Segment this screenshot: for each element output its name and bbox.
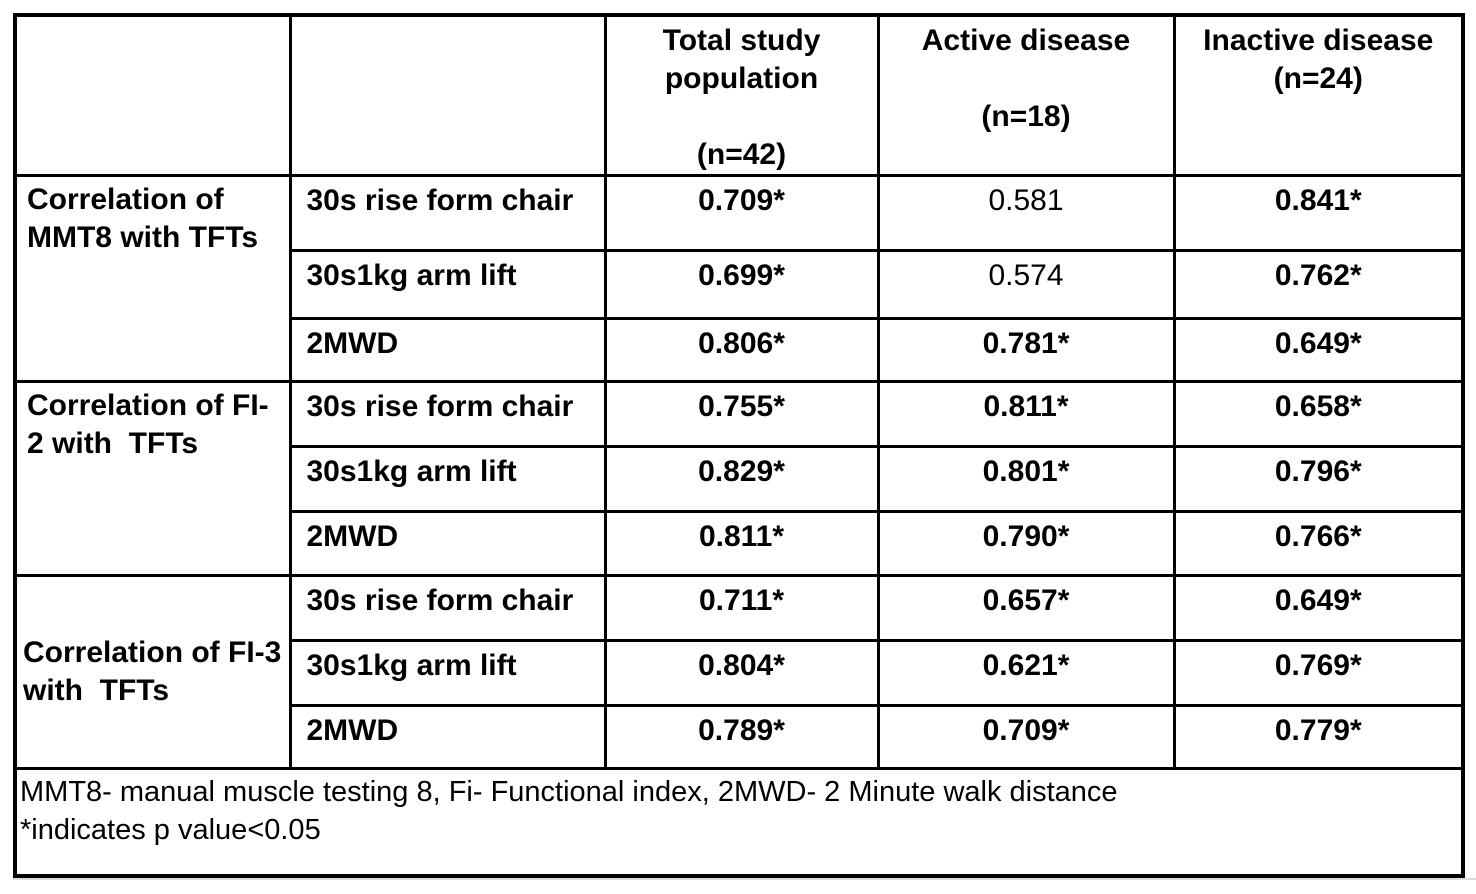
value-cell: 0.762*: [1172, 249, 1465, 320]
value-cell: 0.657*: [876, 574, 1176, 642]
header-total-study-population: Total study population (n=42): [603, 13, 880, 177]
value-cell: 0.811*: [876, 380, 1176, 448]
header-active-disease: Active disease (n=18): [876, 13, 1176, 177]
value-cell: 0.709*: [876, 704, 1176, 770]
value-cell: 0.790*: [876, 510, 1176, 577]
value-cell: 0.829*: [603, 445, 880, 513]
header-empty-2: [288, 13, 607, 177]
value-cell: 0.621*: [876, 639, 1176, 707]
header-inactive-disease: Inactive disease (n=24): [1172, 13, 1465, 177]
value-cell: 0.804*: [603, 639, 880, 707]
footnote-abbreviations: MMT8- manual muscle testing 8, Fi- Funct…: [20, 776, 1118, 808]
row-label: 30s1kg arm lift: [288, 639, 607, 707]
value-cell: 0.811*: [603, 510, 880, 577]
value-cell: 0.766*: [1172, 510, 1465, 577]
correlation-table: Total study population (n=42) Active dis…: [13, 13, 1465, 878]
value-cell: 0.801*: [876, 445, 1176, 513]
value-cell: 0.709*: [603, 174, 880, 252]
value-cell: 0.789*: [603, 704, 880, 770]
page-shadow-line: [13, 878, 1476, 880]
value-cell: 0.781*: [876, 317, 1176, 383]
value-cell: 0.841*: [1172, 174, 1465, 252]
row-label: 2MWD: [288, 317, 607, 383]
row-label: 2MWD: [288, 510, 607, 577]
value-cell: 0.658*: [1172, 380, 1465, 448]
row-label: 2MWD: [288, 704, 607, 770]
section-label-mmt8: Correlation of MMT8 with TFTs: [13, 174, 292, 383]
value-cell: 0.779*: [1172, 704, 1465, 770]
footnote-pvalue: *indicates p value<0.05: [20, 814, 321, 846]
value-cell: 0.806*: [603, 317, 880, 383]
row-label: 30s1kg arm lift: [288, 445, 607, 513]
row-label: 30s rise form chair: [288, 174, 607, 252]
value-cell: 0.711*: [603, 574, 880, 642]
value-cell: 0.649*: [1172, 317, 1465, 383]
row-label: 30s rise form chair: [288, 574, 607, 642]
section-label-fi2: Correlation of FI- 2 with TFTs: [13, 380, 292, 577]
footnote-cell: MMT8- manual muscle testing 8, Fi- Funct…: [13, 767, 1465, 877]
value-cell: 0.699*: [603, 249, 880, 320]
row-label: 30s1kg arm lift: [288, 249, 607, 320]
value-cell: 0.649*: [1172, 574, 1465, 642]
value-cell: 0.769*: [1172, 639, 1465, 707]
value-cell: 0.574: [876, 249, 1176, 320]
row-label: 30s rise form chair: [288, 380, 607, 448]
value-cell: 0.796*: [1172, 445, 1465, 513]
section-label-fi3: Correlation of FI-3 with TFTs: [13, 574, 292, 770]
value-cell: 0.581: [876, 174, 1176, 252]
value-cell: 0.755*: [603, 380, 880, 448]
header-empty-1: [13, 13, 292, 177]
